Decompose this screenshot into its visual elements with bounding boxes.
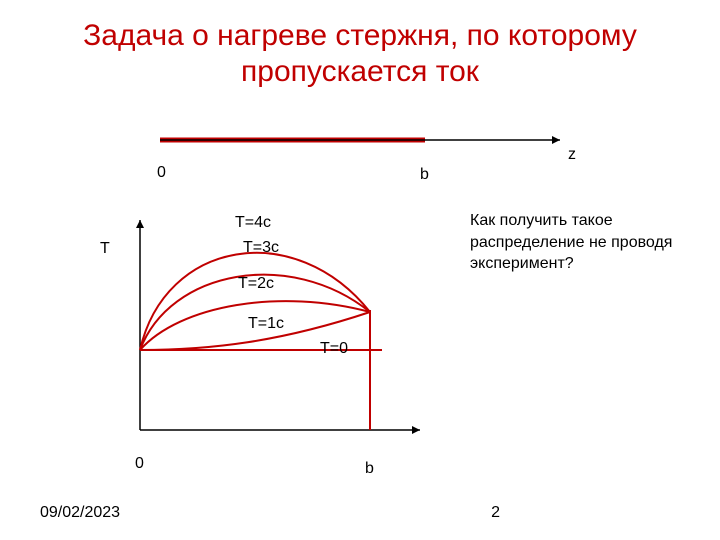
rod-diagram: 0 b z (160, 130, 580, 180)
curve-label-t4: T=4c (235, 214, 271, 232)
chart-label-b: b (365, 460, 374, 478)
temperature-chart: T 0 b T=4c T=3c T=2с T=1с T=0 (120, 200, 430, 470)
rod-label-0: 0 (157, 164, 166, 182)
footer-date: 09/02/2023 (40, 504, 120, 522)
curve-label-t1: T=1с (248, 315, 284, 333)
rod-label-b: b (420, 166, 429, 184)
rod-label-z: z (568, 146, 576, 164)
y-axis-arrowhead (136, 220, 144, 228)
curve-label-t2: T=2с (238, 275, 274, 293)
rod-svg (160, 130, 580, 180)
curve-label-t3: T=3c (243, 239, 279, 257)
curve-t4 (140, 253, 370, 350)
slide: Задача о нагреве стержня, по которому пр… (0, 0, 720, 540)
chart-label-0: 0 (135, 455, 144, 473)
side-question: Как получить такое распределение не пров… (470, 210, 690, 275)
z-axis-arrowhead (552, 136, 560, 144)
chart-label-T: T (100, 240, 110, 258)
page-title: Задача о нагреве стержня, по которому пр… (0, 18, 720, 90)
footer-page-number: 2 (491, 504, 500, 522)
curve-label-t0: T=0 (320, 340, 348, 358)
x-axis-arrowhead (412, 426, 420, 434)
